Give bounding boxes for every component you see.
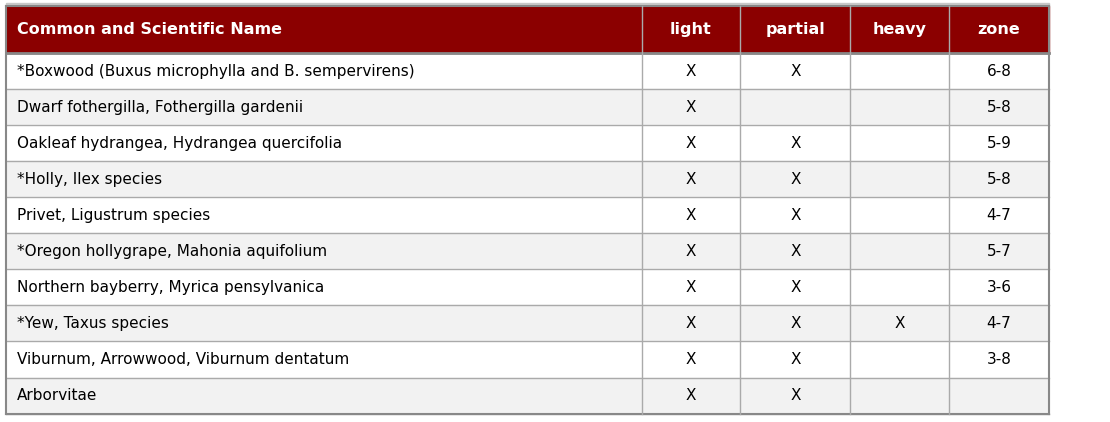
Text: X: X [895, 316, 905, 331]
Text: *Holly, Ilex species: *Holly, Ilex species [17, 172, 162, 187]
Text: X: X [790, 244, 800, 259]
Text: Viburnum, Arrowwood, Viburnum dentatum: Viburnum, Arrowwood, Viburnum dentatum [17, 352, 349, 367]
Text: X: X [686, 208, 696, 223]
Text: X: X [686, 100, 696, 115]
Text: Northern bayberry, Myrica pensylvanica: Northern bayberry, Myrica pensylvanica [17, 280, 324, 295]
Text: heavy: heavy [872, 22, 927, 37]
Text: X: X [790, 136, 800, 151]
Text: X: X [790, 316, 800, 331]
Bar [6, 6, 1049, 53]
Text: X: X [686, 64, 696, 78]
Text: Dwarf fothergilla, Fothergilla gardenii: Dwarf fothergilla, Fothergilla gardenii [17, 100, 303, 115]
Text: X: X [790, 280, 800, 295]
Text: X: X [686, 280, 696, 295]
Bar [6, 341, 1049, 378]
Text: Oakleaf hydrangea, Hydrangea quercifolia: Oakleaf hydrangea, Hydrangea quercifolia [17, 136, 342, 151]
Text: *Boxwood (Buxus microphylla and B. sempervirens): *Boxwood (Buxus microphylla and B. sempe… [17, 64, 414, 78]
Text: X: X [790, 172, 800, 187]
Bar [6, 53, 1049, 89]
Text: *Yew, Taxus species: *Yew, Taxus species [17, 316, 169, 331]
Text: Common and Scientific Name: Common and Scientific Name [17, 22, 282, 37]
Bar [6, 269, 1049, 306]
Bar [6, 161, 1049, 197]
Text: zone: zone [978, 22, 1020, 37]
Text: *Oregon hollygrape, Mahonia aquifolium: *Oregon hollygrape, Mahonia aquifolium [17, 244, 326, 259]
Text: X: X [686, 136, 696, 151]
Text: 6-8: 6-8 [987, 64, 1011, 78]
Bar [6, 3, 1049, 6]
Text: X: X [686, 172, 696, 187]
Text: 5-8: 5-8 [987, 172, 1011, 187]
Text: Privet, Ligustrum species: Privet, Ligustrum species [17, 208, 210, 223]
Bar [6, 233, 1049, 269]
Bar [6, 89, 1049, 125]
Text: light: light [670, 22, 712, 37]
Text: X: X [686, 316, 696, 331]
Text: 5-7: 5-7 [987, 244, 1011, 259]
Text: X: X [686, 388, 696, 403]
Text: X: X [686, 244, 696, 259]
Text: X: X [790, 352, 800, 367]
Text: 3-8: 3-8 [987, 352, 1011, 367]
Text: partial: partial [766, 22, 825, 37]
Text: 3-6: 3-6 [987, 280, 1011, 295]
Text: 4-7: 4-7 [987, 316, 1011, 331]
Text: X: X [686, 352, 696, 367]
Text: X: X [790, 64, 800, 78]
Bar [6, 125, 1049, 161]
Text: 5-8: 5-8 [987, 100, 1011, 115]
Bar [6, 197, 1049, 233]
Bar [6, 306, 1049, 341]
Text: Arborvitae: Arborvitae [17, 388, 97, 403]
Text: 5-9: 5-9 [987, 136, 1011, 151]
Text: 4-7: 4-7 [987, 208, 1011, 223]
Bar [6, 378, 1049, 414]
Text: X: X [790, 208, 800, 223]
Text: X: X [790, 388, 800, 403]
